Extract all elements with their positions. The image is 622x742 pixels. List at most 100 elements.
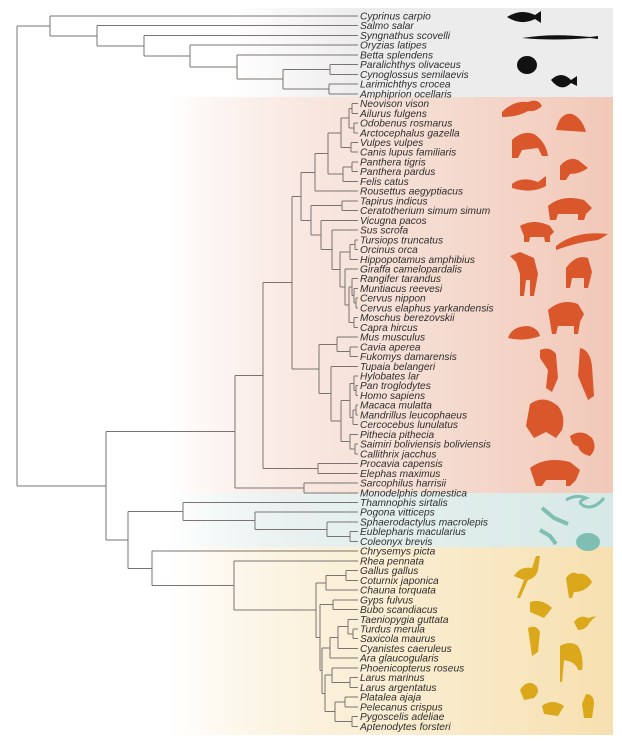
chameleon-silhouette-icon bbox=[570, 432, 595, 456]
species-label: Odobenus rosmarus bbox=[360, 119, 452, 130]
species-label: Fukomys damarensis bbox=[360, 352, 457, 363]
species-label: Cervus nippon bbox=[360, 294, 426, 305]
species-label: Chauna torquata bbox=[360, 586, 436, 597]
pipefish-silhouette-icon bbox=[522, 35, 598, 40]
species-label: Sarcophilus harrisii bbox=[360, 479, 447, 490]
species-label: Mandrillus leucophaeus bbox=[360, 410, 467, 421]
species-label: Orcinus orca bbox=[360, 245, 418, 256]
species-label: Hippopotamus amphibius bbox=[360, 255, 475, 266]
species-label: Tupaia belangeri bbox=[360, 362, 436, 373]
species-label: Turdus merula bbox=[360, 624, 425, 635]
species-label: Vicugna pacos bbox=[360, 216, 427, 227]
species-label: Felis catus bbox=[360, 177, 409, 188]
species-label: Amphiprion ocellaris bbox=[359, 89, 452, 100]
species-label: Cavia aperea bbox=[360, 342, 421, 353]
gull-silhouette-icon bbox=[520, 682, 538, 700]
species-label: Gyps fulvus bbox=[360, 595, 413, 606]
species-label: Arctocephalus gazella bbox=[359, 128, 460, 139]
species-label: Cynoglossus semilaevis bbox=[360, 70, 469, 81]
species-label: Macaca mulatta bbox=[360, 401, 432, 412]
antelope-silhouette-icon bbox=[566, 257, 592, 288]
fish-silhouette-icon bbox=[507, 11, 541, 23]
species-label: Syngnathus scovelli bbox=[360, 31, 451, 42]
tree-branches bbox=[16, 15, 358, 727]
species-label: Larus argentatus bbox=[360, 683, 436, 694]
flatfish-silhouette-icon bbox=[517, 56, 537, 74]
tapir-silhouette-icon bbox=[548, 198, 592, 220]
species-label: Phoenicopterus roseus bbox=[360, 663, 464, 674]
flamingo-silhouette-icon bbox=[560, 643, 583, 682]
gorilla-silhouette-icon bbox=[526, 399, 564, 438]
pelican-silhouette-icon bbox=[542, 702, 564, 716]
species-label: Salmo salar bbox=[360, 21, 414, 32]
species-label: Homo sapiens bbox=[360, 391, 425, 402]
rooster-silhouette-icon bbox=[566, 572, 592, 598]
species-label: Saxicola maurus bbox=[360, 634, 435, 645]
species-label: Procavia capensis bbox=[360, 459, 443, 470]
species-label: Neovison vison bbox=[360, 99, 429, 110]
species-label: Vulpes vulpes bbox=[360, 138, 423, 149]
lizard-silhouette-icon bbox=[540, 506, 569, 526]
species-label: Pan troglodytes bbox=[360, 381, 431, 392]
species-label: Muntiacus reevesi bbox=[360, 284, 443, 295]
species-label: Paralichthys olivaceus bbox=[360, 60, 461, 71]
species-label: Coturnix japonica bbox=[360, 576, 439, 587]
species-label: Coleonyx brevis bbox=[360, 537, 432, 548]
species-label: Oryzias latipes bbox=[360, 41, 427, 52]
species-label: Cercocebus lunulatus bbox=[360, 420, 458, 431]
species-label: Gallus gallus bbox=[360, 566, 418, 577]
snake-silhouette-icon bbox=[565, 494, 606, 509]
parrot-silhouette-icon bbox=[528, 626, 540, 656]
species-label: Sphaerodactylus macrolepis bbox=[360, 517, 488, 528]
species-label: Panthera pardus bbox=[360, 167, 435, 178]
species-label: Moschus berezovskii bbox=[360, 313, 455, 324]
species-label: Giraffa camelopardalis bbox=[360, 264, 462, 275]
species-label: Saimiri boliviensis boliviensis bbox=[360, 440, 491, 451]
species-label: Elephas maximus bbox=[360, 469, 440, 480]
species-label: Tapirus indicus bbox=[360, 196, 428, 207]
species-label: Platalea ajaja bbox=[360, 693, 422, 704]
otter-silhouette-icon bbox=[502, 100, 542, 117]
species-label: Canis lupus familiaris bbox=[360, 148, 456, 159]
species-label: Capra hircus bbox=[360, 323, 418, 334]
species-label: Tursiops truncatus bbox=[360, 235, 443, 246]
species-label: Panthera tigris bbox=[360, 157, 426, 168]
species-label: Chrysemys picta bbox=[360, 547, 436, 558]
clade-backgrounds bbox=[170, 8, 613, 735]
species-label: Cervus elaphus yarkandensis bbox=[360, 303, 494, 314]
species-label: Betta splendens bbox=[360, 50, 433, 61]
bird-band bbox=[170, 547, 613, 735]
lemur-silhouette-icon bbox=[578, 348, 594, 400]
species-label: Callithrix jacchus bbox=[360, 449, 436, 460]
giraffe-silhouette-icon bbox=[510, 252, 538, 296]
species-label: Pygoscelis adeliae bbox=[360, 712, 445, 723]
species-label: Rhea pennata bbox=[360, 556, 424, 567]
clownfish-silhouette-icon bbox=[551, 75, 577, 88]
species-label: Taeniopygia guttata bbox=[360, 615, 449, 626]
species-label: Hylobates lar bbox=[360, 372, 420, 383]
monkey-silhouette-icon bbox=[540, 348, 558, 392]
penguin-silhouette-icon bbox=[582, 694, 594, 718]
dolphin-silhouette-icon bbox=[556, 233, 608, 250]
silhouettes bbox=[502, 11, 608, 718]
species-label: Larimichthys crocea bbox=[360, 80, 451, 91]
species-label: Cyprinus carpio bbox=[360, 12, 431, 23]
tasmanian-devil-silhouette-icon bbox=[530, 460, 580, 486]
mouse-silhouette-icon bbox=[508, 326, 540, 340]
fish-band bbox=[230, 8, 613, 97]
species-label: Pogona vitticeps bbox=[360, 508, 435, 519]
fox-silhouette-icon bbox=[560, 158, 588, 180]
seal-silhouette-icon bbox=[556, 113, 586, 132]
species-label: Cyanistes caeruleus bbox=[360, 644, 452, 655]
species-label: Sus scrofa bbox=[360, 226, 408, 237]
species-label: Pithecia pithecia bbox=[360, 430, 435, 441]
species-label: Bubo scandiacus bbox=[360, 605, 438, 616]
vulture-silhouette-icon bbox=[530, 600, 552, 618]
species-label: Monodelphis domestica bbox=[360, 488, 467, 499]
species-label: Thamnophis sirtalis bbox=[360, 498, 448, 509]
rhea-silhouette-icon bbox=[514, 556, 540, 598]
species-label: Ailurus fulgens bbox=[359, 109, 427, 120]
dog-silhouette-icon bbox=[512, 132, 548, 158]
